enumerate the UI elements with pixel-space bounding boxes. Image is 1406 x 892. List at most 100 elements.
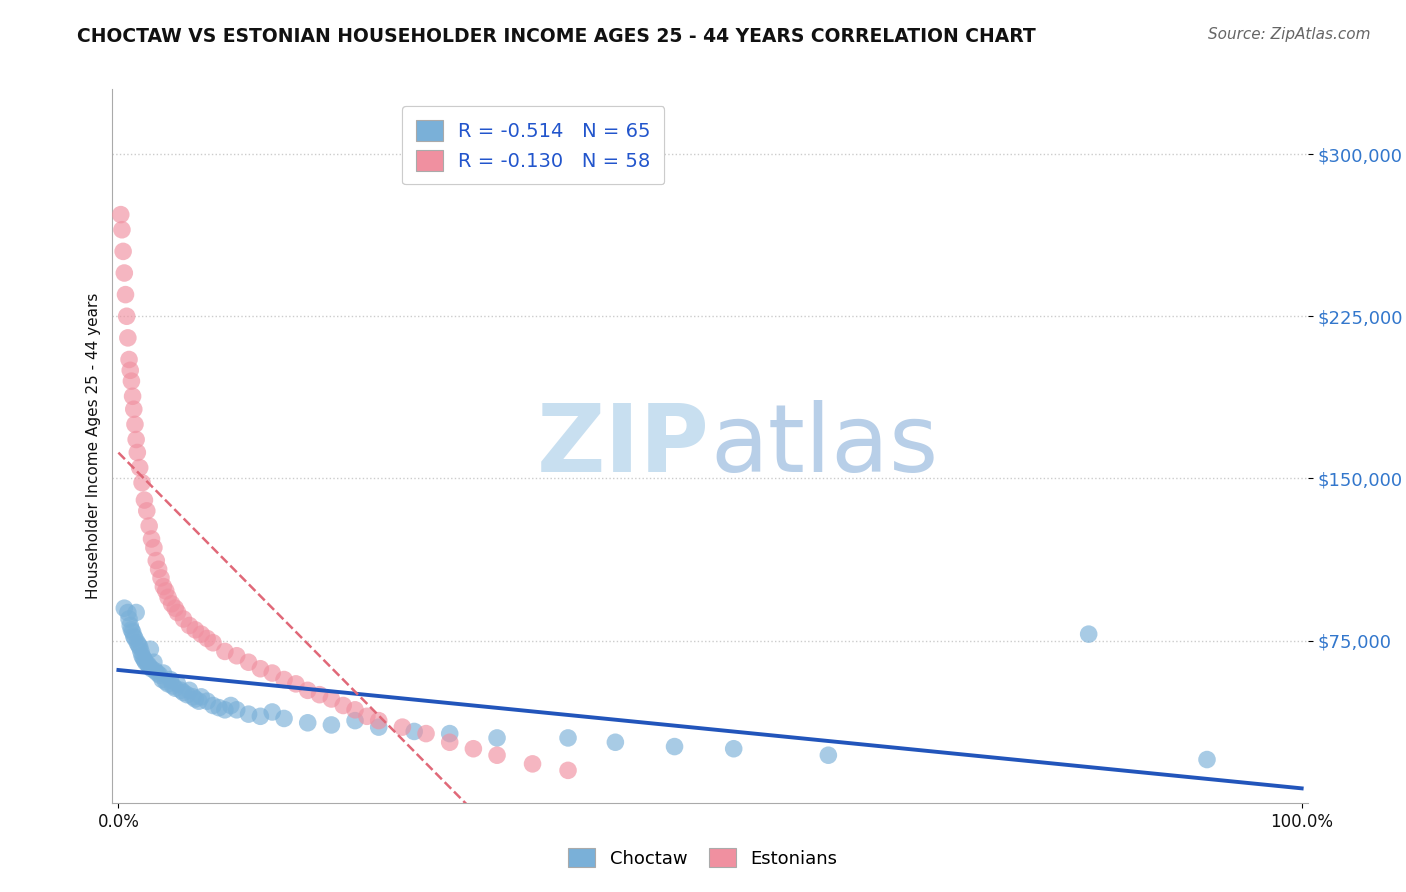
Legend: Choctaw, Estonians: Choctaw, Estonians xyxy=(558,837,848,879)
Point xyxy=(166,677,188,691)
Point xyxy=(157,591,180,605)
Point xyxy=(202,698,225,713)
Point xyxy=(121,389,143,403)
Point xyxy=(125,433,148,447)
Point xyxy=(219,698,242,713)
Y-axis label: Householder Income Ages 25 - 44 years: Householder Income Ages 25 - 44 years xyxy=(86,293,101,599)
Point xyxy=(155,583,177,598)
Point xyxy=(225,703,247,717)
Point xyxy=(118,352,141,367)
Point xyxy=(321,718,343,732)
Point xyxy=(112,601,135,615)
Point xyxy=(179,683,201,698)
Point xyxy=(165,681,187,696)
Point xyxy=(162,679,184,693)
Point xyxy=(391,720,413,734)
Point xyxy=(664,739,686,754)
Point xyxy=(190,627,212,641)
Point xyxy=(117,606,139,620)
Point xyxy=(214,703,236,717)
Point xyxy=(439,735,461,749)
Point xyxy=(142,655,165,669)
Point xyxy=(415,726,437,740)
Point xyxy=(127,636,149,650)
Point xyxy=(273,711,295,725)
Point xyxy=(112,266,135,280)
Point xyxy=(165,601,187,615)
Point xyxy=(249,709,271,723)
Point xyxy=(111,223,134,237)
Point xyxy=(332,698,354,713)
Point xyxy=(114,287,136,301)
Point xyxy=(195,694,218,708)
Point xyxy=(157,677,180,691)
Point xyxy=(297,683,319,698)
Point xyxy=(117,331,139,345)
Point xyxy=(367,720,389,734)
Point xyxy=(172,685,194,699)
Point xyxy=(297,715,319,730)
Point xyxy=(404,724,426,739)
Point xyxy=(152,580,174,594)
Point xyxy=(122,402,145,417)
Point xyxy=(225,648,247,663)
Point xyxy=(131,475,153,490)
Point xyxy=(184,623,207,637)
Point xyxy=(463,741,485,756)
Point xyxy=(120,374,142,388)
Text: Source: ZipAtlas.com: Source: ZipAtlas.com xyxy=(1208,27,1371,42)
Point xyxy=(125,606,148,620)
Point xyxy=(262,666,284,681)
Point xyxy=(184,692,207,706)
Point xyxy=(1077,627,1099,641)
Point xyxy=(152,666,174,681)
Point xyxy=(1195,753,1218,767)
Point xyxy=(159,673,181,687)
Point xyxy=(557,764,579,778)
Point xyxy=(172,612,194,626)
Point xyxy=(121,624,143,639)
Point xyxy=(110,208,132,222)
Point xyxy=(160,597,183,611)
Point xyxy=(249,662,271,676)
Point xyxy=(124,632,146,646)
Point xyxy=(138,519,160,533)
Point xyxy=(150,571,173,585)
Point xyxy=(135,655,157,669)
Point xyxy=(120,618,142,632)
Legend: R = -0.514   N = 65, R = -0.130   N = 58: R = -0.514 N = 65, R = -0.130 N = 58 xyxy=(402,106,665,185)
Point xyxy=(238,655,260,669)
Point xyxy=(142,541,165,555)
Point xyxy=(124,417,146,432)
Text: CHOCTAW VS ESTONIAN HOUSEHOLDER INCOME AGES 25 - 44 YEARS CORRELATION CHART: CHOCTAW VS ESTONIAN HOUSEHOLDER INCOME A… xyxy=(77,27,1036,45)
Point xyxy=(128,638,150,652)
Point xyxy=(356,709,378,723)
Point xyxy=(439,726,461,740)
Point xyxy=(723,741,745,756)
Point xyxy=(522,756,544,771)
Point xyxy=(134,653,156,667)
Point xyxy=(166,606,188,620)
Point xyxy=(367,714,389,728)
Point xyxy=(486,731,509,745)
Point xyxy=(141,662,163,676)
Point xyxy=(238,707,260,722)
Point xyxy=(146,666,169,681)
Point xyxy=(273,673,295,687)
Point xyxy=(135,504,157,518)
Point xyxy=(208,700,231,714)
Point xyxy=(155,674,177,689)
Point xyxy=(139,642,162,657)
Point xyxy=(817,748,839,763)
Point xyxy=(132,651,155,665)
Point xyxy=(141,532,163,546)
Point xyxy=(115,310,138,324)
Point xyxy=(202,636,225,650)
Point xyxy=(136,657,159,672)
Point xyxy=(118,612,141,626)
Point xyxy=(557,731,579,745)
Point xyxy=(150,673,173,687)
Point xyxy=(321,692,343,706)
Point xyxy=(128,640,150,654)
Point xyxy=(262,705,284,719)
